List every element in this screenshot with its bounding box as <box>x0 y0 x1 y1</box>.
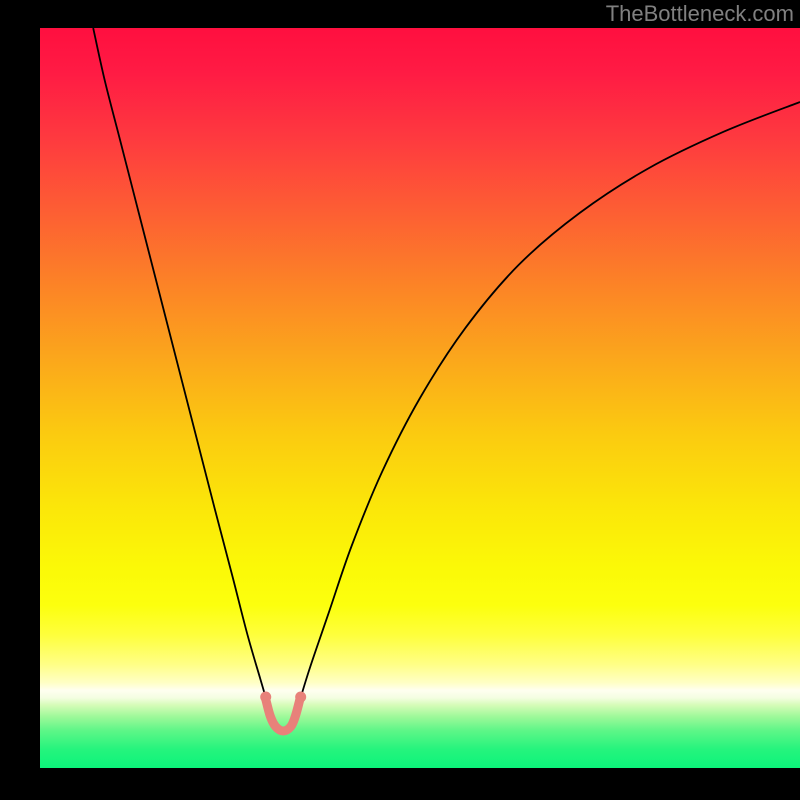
curve-layer <box>40 28 800 768</box>
chart-container: TheBottleneck.com <box>0 0 800 800</box>
curve-left <box>93 28 268 705</box>
curve-right <box>298 102 800 705</box>
watermark-text: TheBottleneck.com <box>606 1 794 27</box>
trough-dot-0 <box>260 691 271 702</box>
trough-dot-1 <box>295 691 306 702</box>
trough-band <box>266 699 300 731</box>
plot-area <box>40 28 800 768</box>
